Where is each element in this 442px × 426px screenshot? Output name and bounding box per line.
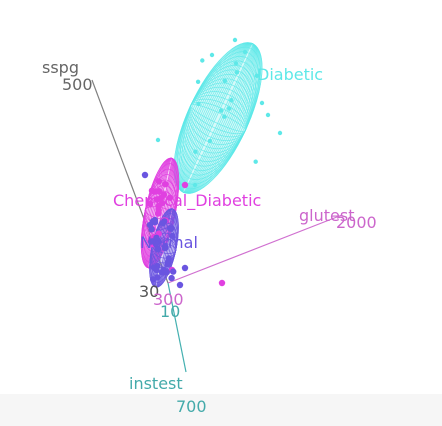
diabetic-point [193,149,198,154]
diabetic-point [227,106,232,111]
normal-point [169,232,176,240]
axis-glutest [167,214,343,284]
diabetic-point [222,114,227,119]
diabetic-point [218,108,224,113]
axis-tick-glutest: 2000 [336,213,377,232]
diabetic-point [155,137,161,143]
axis-tick-sspg: 500 [62,75,93,94]
axis-instest [167,282,187,373]
group-label-normal: Normal [140,233,198,252]
normal-point [151,216,159,224]
group-label-diabetic: Diabetic [257,65,323,84]
diabetic-point [277,130,283,136]
diabetic-point [200,58,205,63]
diabetic-point [207,138,213,144]
axis-label-instest: instest [129,374,183,393]
points-layer [141,37,283,289]
axis-label-glutest: glutest [299,206,354,225]
diabetic-point [233,61,239,66]
diabetic-point [229,98,234,103]
normal-point [141,171,149,179]
diabetic-point [234,70,240,75]
normal-point [181,264,189,272]
normal-point [154,246,161,253]
normal-point [170,268,177,275]
normal-point [164,258,172,266]
normal-point [149,276,157,283]
diabetic-point [253,159,258,164]
normal-point [159,219,167,227]
normal-point [160,266,168,273]
chemical-diabetic-point [155,178,163,185]
diabetic-point [265,112,271,118]
normal-point [166,225,174,232]
group-label-chemical-diabetic: Chemical_Diabetic [113,191,261,211]
diabetic-mesh-line [173,42,263,194]
chemical-diabetic-point [181,181,189,189]
axis-tick-instest: 700 [176,397,207,416]
axis-label-sspg: sspg [42,58,79,77]
chemical-diabetic-point [166,194,174,201]
diabetic-point [242,49,248,55]
chemical-diabetic-point [151,188,158,195]
normal-point [153,234,160,241]
normal-point [146,221,154,229]
chemical-diabetic-point [162,181,169,188]
diabetic-point [196,101,201,107]
chemical-diabetic-point [155,202,163,209]
normal-point [153,266,160,273]
diabetic-ellipse [173,42,263,194]
normal-point [176,281,184,289]
diabetic-point [232,37,238,43]
chemical-diabetic-point [218,279,226,287]
diabetic-point [209,52,215,58]
diabetic-point [195,79,201,85]
diabetic-fill [173,42,263,194]
diabetic-point [222,78,228,84]
diabetic-point [259,100,265,106]
origin-tick-3: 10 [160,302,180,321]
chemical-diabetic-point [146,200,154,208]
diabetic-point [254,73,260,79]
normal-point [161,244,169,252]
normal-point [168,274,175,282]
chemical-diabetic-point [156,188,163,195]
floor-band [0,394,442,426]
diabetic-point [192,182,198,188]
chemical-diabetic-point [153,196,160,203]
origin-tick-1: 30 [139,282,159,301]
origin-tick-2: 300 [153,290,184,309]
